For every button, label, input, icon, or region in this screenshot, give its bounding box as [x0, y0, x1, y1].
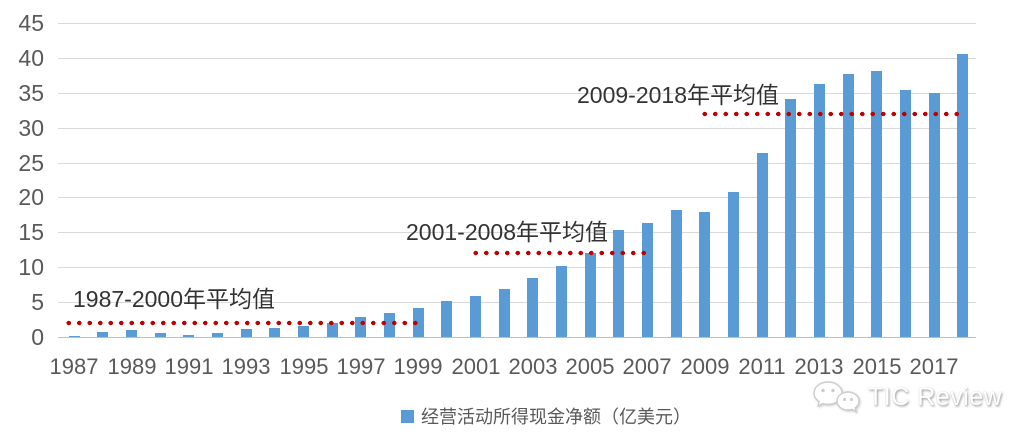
average-dotted-line	[473, 250, 651, 256]
x-axis-tick-label: 1999	[393, 354, 443, 379]
watermark: TIC Review	[812, 380, 1002, 414]
bar	[871, 71, 882, 337]
bar	[97, 332, 108, 337]
bar	[785, 99, 796, 337]
bar	[642, 223, 653, 337]
bar	[671, 210, 682, 337]
y-axis-tick-label: 0	[31, 324, 44, 350]
bar	[241, 329, 252, 337]
average-dotted-line	[702, 111, 960, 117]
gridline	[58, 163, 976, 164]
bar	[269, 328, 280, 337]
y-axis-tick-label: 20	[18, 184, 44, 210]
gridline	[58, 232, 976, 233]
watermark-text: TIC Review	[868, 382, 1003, 411]
bar	[699, 212, 710, 337]
y-axis-tick-label: 10	[18, 254, 44, 280]
y-axis-tick-label: 15	[18, 219, 44, 245]
bar	[470, 296, 481, 337]
gridline	[58, 302, 976, 303]
bar	[327, 323, 338, 337]
gridline	[58, 267, 976, 268]
y-axis-tick-label: 30	[18, 115, 44, 141]
bar	[900, 90, 911, 337]
x-axis-tick-label: 2013	[794, 354, 844, 379]
bar	[556, 266, 567, 337]
legend-label: 经营活动所得现金净额（亿美元）	[421, 407, 691, 427]
x-axis-tick-label: 2007	[622, 354, 672, 379]
x-axis-tick-label: 2011	[738, 354, 786, 379]
y-axis-tick-label: 45	[18, 10, 44, 36]
average-label: 2009-2018年平均值	[577, 82, 779, 108]
bar	[298, 326, 309, 337]
average-label: 1987-2000年平均值	[73, 286, 275, 312]
bar	[814, 84, 825, 337]
bar	[957, 54, 968, 337]
bar	[527, 278, 538, 337]
gridline	[58, 93, 976, 94]
legend: 经营活动所得现金净额（亿美元）	[401, 403, 691, 429]
y-axis-tick-label: 25	[18, 150, 44, 176]
legend-swatch	[401, 409, 414, 423]
gridline	[58, 337, 976, 338]
x-axis-tick-label: 1995	[279, 354, 329, 379]
y-axis-tick-label: 40	[18, 45, 44, 71]
y-axis-tick-label: 5	[31, 289, 44, 315]
x-axis-tick-label: 2009	[680, 354, 730, 379]
bar	[212, 333, 223, 337]
x-axis-tick-label: 2001	[451, 354, 501, 379]
wechat-icon	[813, 381, 860, 413]
x-axis-tick-label: 1997	[336, 354, 386, 379]
bar	[155, 333, 166, 337]
gridline	[58, 23, 976, 24]
y-axis-tick-label: 35	[18, 80, 44, 106]
bar	[355, 317, 366, 337]
x-axis-tick-label: 1989	[107, 354, 157, 379]
x-axis-tick-label: 2005	[565, 354, 615, 379]
x-axis-tick-label: 2017	[909, 354, 959, 379]
bar	[585, 253, 596, 337]
bar	[69, 336, 80, 337]
bar	[441, 301, 452, 337]
bar	[499, 289, 510, 337]
x-axis-tick-label: 1987	[49, 354, 99, 379]
bar	[728, 192, 739, 337]
bar	[613, 230, 624, 337]
bar	[757, 153, 768, 337]
x-axis-tick-label: 1991	[164, 354, 214, 379]
bar	[413, 308, 424, 337]
average-dotted-line	[66, 320, 418, 326]
bar	[843, 74, 854, 337]
gridline	[58, 128, 976, 129]
x-axis-tick-label: 2003	[508, 354, 558, 379]
x-axis-tick-label: 1993	[221, 354, 271, 379]
bar	[929, 93, 940, 337]
bar	[126, 330, 137, 337]
average-label: 2001-2008年平均值	[406, 219, 608, 245]
gridline	[58, 58, 976, 59]
gridline	[58, 197, 976, 198]
x-axis-tick-label: 2015	[852, 354, 902, 379]
bar	[183, 335, 194, 337]
